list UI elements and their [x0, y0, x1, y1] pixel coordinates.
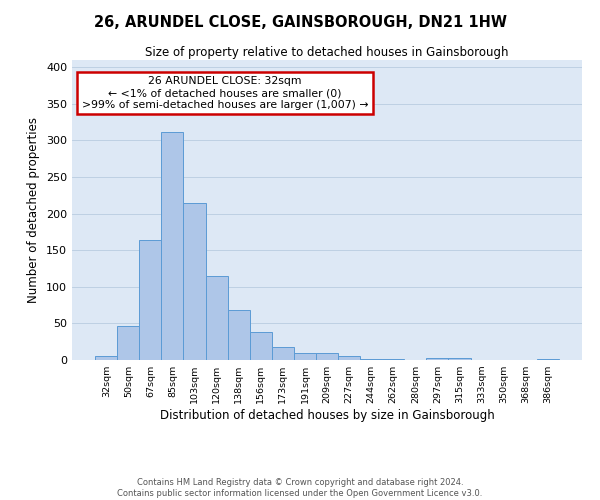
Bar — [227, 310, 250, 360]
Bar — [184, 202, 206, 360]
Bar — [95, 356, 117, 360]
Bar — [294, 352, 316, 360]
Bar — [206, 276, 227, 360]
Bar — [161, 132, 184, 360]
Bar — [448, 358, 470, 360]
Text: 26 ARUNDEL CLOSE: 32sqm
← <1% of detached houses are smaller (0)
>99% of semi-de: 26 ARUNDEL CLOSE: 32sqm ← <1% of detache… — [82, 76, 368, 110]
Y-axis label: Number of detached properties: Number of detached properties — [28, 117, 40, 303]
Bar — [117, 326, 139, 360]
Bar — [382, 358, 404, 360]
X-axis label: Distribution of detached houses by size in Gainsborough: Distribution of detached houses by size … — [160, 409, 494, 422]
Title: Size of property relative to detached houses in Gainsborough: Size of property relative to detached ho… — [145, 46, 509, 59]
Bar — [316, 352, 338, 360]
Bar — [360, 358, 382, 360]
Bar — [272, 347, 294, 360]
Bar — [427, 358, 448, 360]
Bar — [338, 356, 360, 360]
Bar — [139, 240, 161, 360]
Text: 26, ARUNDEL CLOSE, GAINSBOROUGH, DN21 1HW: 26, ARUNDEL CLOSE, GAINSBOROUGH, DN21 1H… — [94, 15, 506, 30]
Text: Contains HM Land Registry data © Crown copyright and database right 2024.
Contai: Contains HM Land Registry data © Crown c… — [118, 478, 482, 498]
Bar — [250, 332, 272, 360]
Bar — [537, 358, 559, 360]
